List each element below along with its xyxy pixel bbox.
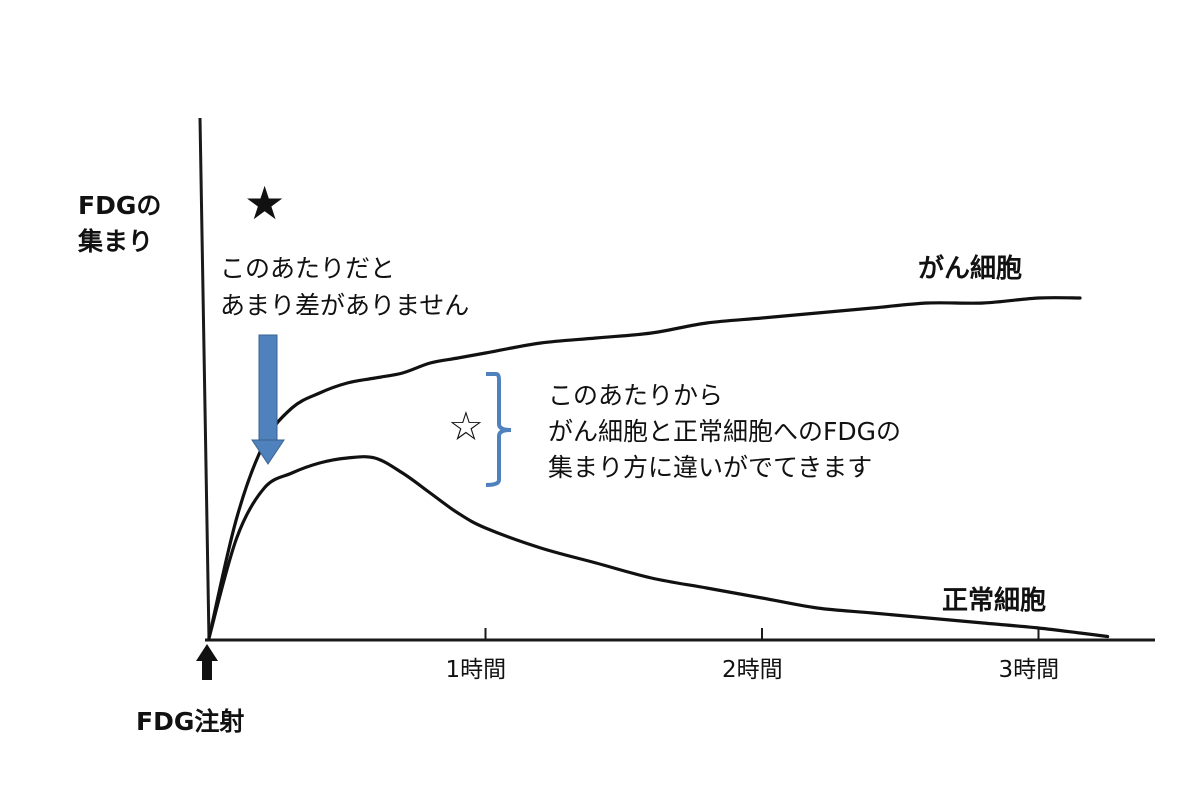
annotation-line: 集まり方に違いがでてきます [548,453,873,482]
y-axis-label: FDGの 集まり [78,188,161,260]
injection-arrow [196,644,218,680]
series-label-cancer: がん細胞 [918,254,1023,284]
annotation-line: がん細胞と正常細胞へのFDGの [548,417,902,446]
series-label-normal: 正常細胞 [942,586,1047,616]
x-tick-label: 1時間 [445,657,507,683]
annotation-later: このあたりから がん細胞と正常細胞へのFDGの 集まり方に違いがでてきます [548,378,901,486]
x-tick-label: 3時間 [998,657,1060,683]
series-lines [207,296,1110,640]
injection-label: FDG注射 [136,707,245,736]
y-axis [198,117,211,641]
cancer-cell-curve [207,296,1082,640]
annotation-early: このあたりだと あまり差がありません [220,250,469,324]
annotation-line: あまり差がありません [220,291,470,320]
down-arrow [251,334,285,465]
annotation-line: このあたりから [548,381,724,410]
bracket [485,372,512,487]
x-tick-label: 2時間 [722,657,783,683]
y-axis-label-line: 集まり [78,227,154,256]
y-axis-label-line: FDGの [78,191,162,220]
normal-cell-curve [207,455,1110,640]
filled-star-icon: ★ [244,176,286,230]
open-star-icon: ☆ [448,404,484,450]
x-tick-marks [484,628,1040,640]
annotation-line: このあたりだと [220,254,396,283]
